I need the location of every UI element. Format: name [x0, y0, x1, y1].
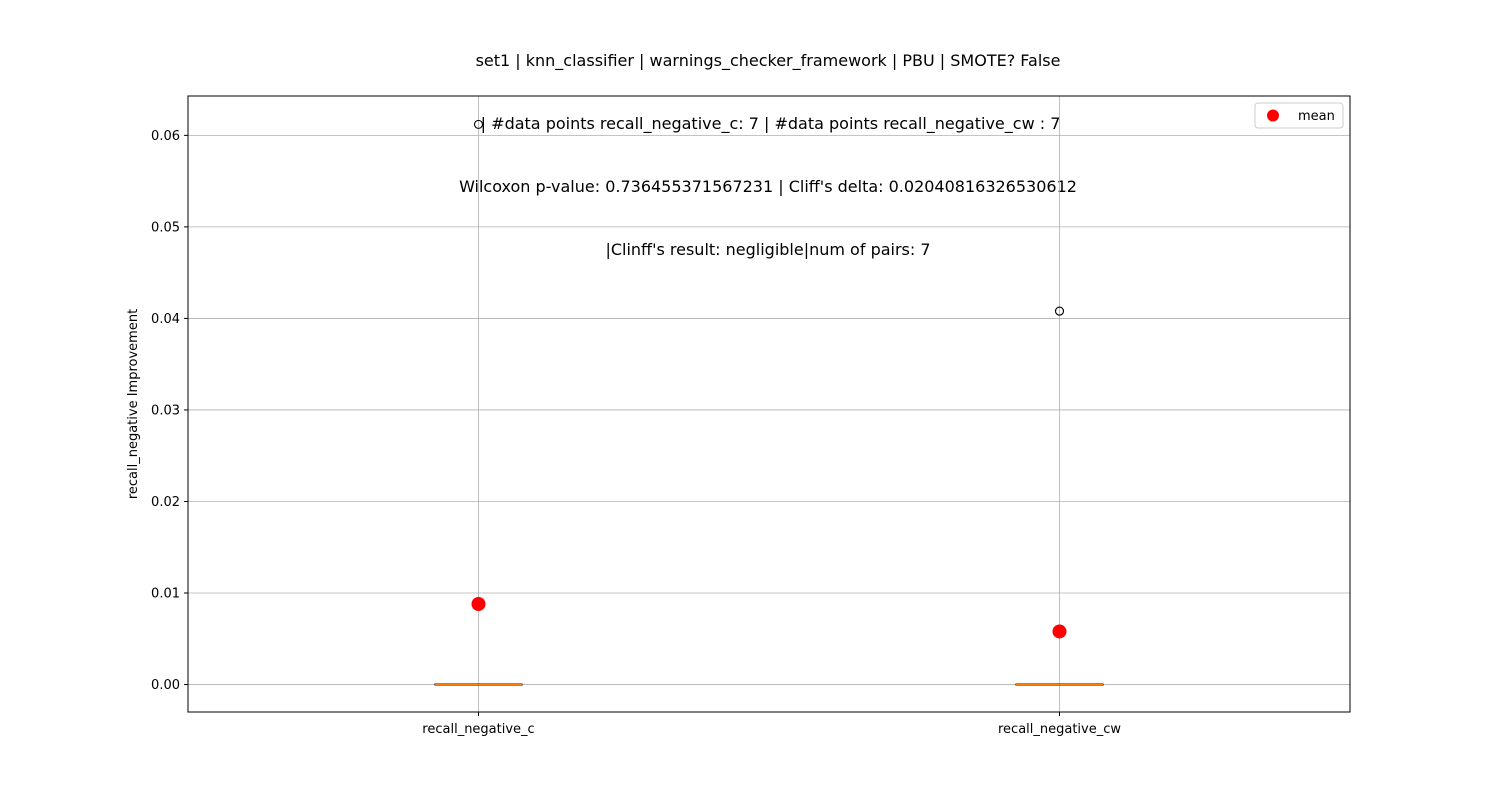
- outlier-point: [1054, 306, 1065, 316]
- x-tick-label: recall_negative_c: [422, 722, 534, 737]
- mean-point: [1052, 624, 1067, 639]
- chart-title-line-4: |Clinff's result: negligible|num of pair…: [605, 240, 931, 259]
- plot-frame: [187, 95, 1351, 713]
- chart-title: set1 | knn_classifier | warnings_checker…: [0, 8, 1500, 281]
- y-tick-label: 0.03: [151, 403, 180, 418]
- mean-point: [471, 596, 486, 611]
- legend-label: mean: [1298, 109, 1335, 124]
- x-tick-label: recall_negative_cw: [998, 722, 1121, 737]
- y-axis-label: recall_negative Improvement: [126, 309, 141, 499]
- chart-title-line-1: set1 | knn_classifier | warnings_checker…: [475, 51, 1061, 70]
- chart-title-line-2: | #data points recall_negative_c: 7 | #d…: [475, 114, 1061, 133]
- y-tick-label: 0.00: [151, 678, 180, 693]
- y-tick-label: 0.02: [151, 495, 180, 510]
- legend-box: [1254, 102, 1344, 129]
- y-tick-label: 0.01: [151, 587, 180, 602]
- chart-title-line-3: Wilcoxon p-value: 0.736455371567231 | Cl…: [459, 177, 1077, 196]
- outlier-point: [473, 119, 484, 129]
- y-tick-label: 0.06: [151, 129, 180, 144]
- y-tick-label: 0.04: [151, 312, 180, 327]
- legend-marker: [1267, 109, 1279, 122]
- y-tick-label: 0.05: [151, 220, 180, 235]
